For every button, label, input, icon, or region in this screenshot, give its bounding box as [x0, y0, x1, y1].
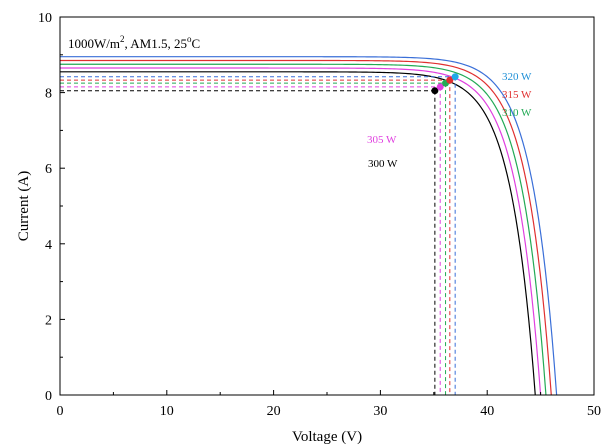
y-tick-label: 10	[38, 11, 52, 26]
curve-315w	[60, 59, 552, 396]
mpp-point-4	[451, 73, 459, 81]
y-tick-label: 4	[45, 238, 52, 253]
iv-curves	[60, 56, 558, 396]
curve-305w	[60, 67, 542, 396]
series-label-315: 315 W	[502, 89, 532, 101]
mpp-point-1	[436, 83, 444, 91]
y-tick-label: 8	[45, 87, 52, 102]
curve-300w	[60, 71, 536, 396]
series-label-320: 320 W	[502, 71, 532, 83]
x-tick-label: 10	[160, 404, 174, 419]
y-tick-label: 2	[45, 313, 52, 328]
curve-310w	[60, 63, 547, 396]
mpp-point-3	[446, 76, 454, 84]
series-label-305: 305 W	[367, 134, 397, 146]
x-tick-label: 40	[480, 404, 494, 419]
y-axis-title: Current (A)	[16, 171, 32, 241]
curve-320w	[60, 56, 558, 396]
series-label-310: 310 W	[502, 107, 532, 119]
annotation-conditions: 1000W/m2, AM1.5, 25oC	[68, 34, 200, 51]
x-tick-label: 50	[587, 404, 601, 419]
axis-ticks: 0 10 20 30 40 50 0 2 4 6 8 10	[38, 11, 601, 419]
x-tick-label: 30	[373, 404, 387, 419]
y-tick-label: 0	[45, 389, 52, 404]
x-tick-label: 20	[267, 404, 281, 419]
x-axis-title: Voltage (V)	[292, 429, 362, 445]
y-tick-label: 6	[45, 162, 52, 177]
mpp-point-0	[431, 87, 439, 95]
mpp-dashed-lines	[60, 76, 456, 395]
mpp-markers	[431, 73, 459, 95]
series-label-300: 300 W	[368, 158, 398, 170]
x-tick-label: 0	[57, 404, 64, 419]
